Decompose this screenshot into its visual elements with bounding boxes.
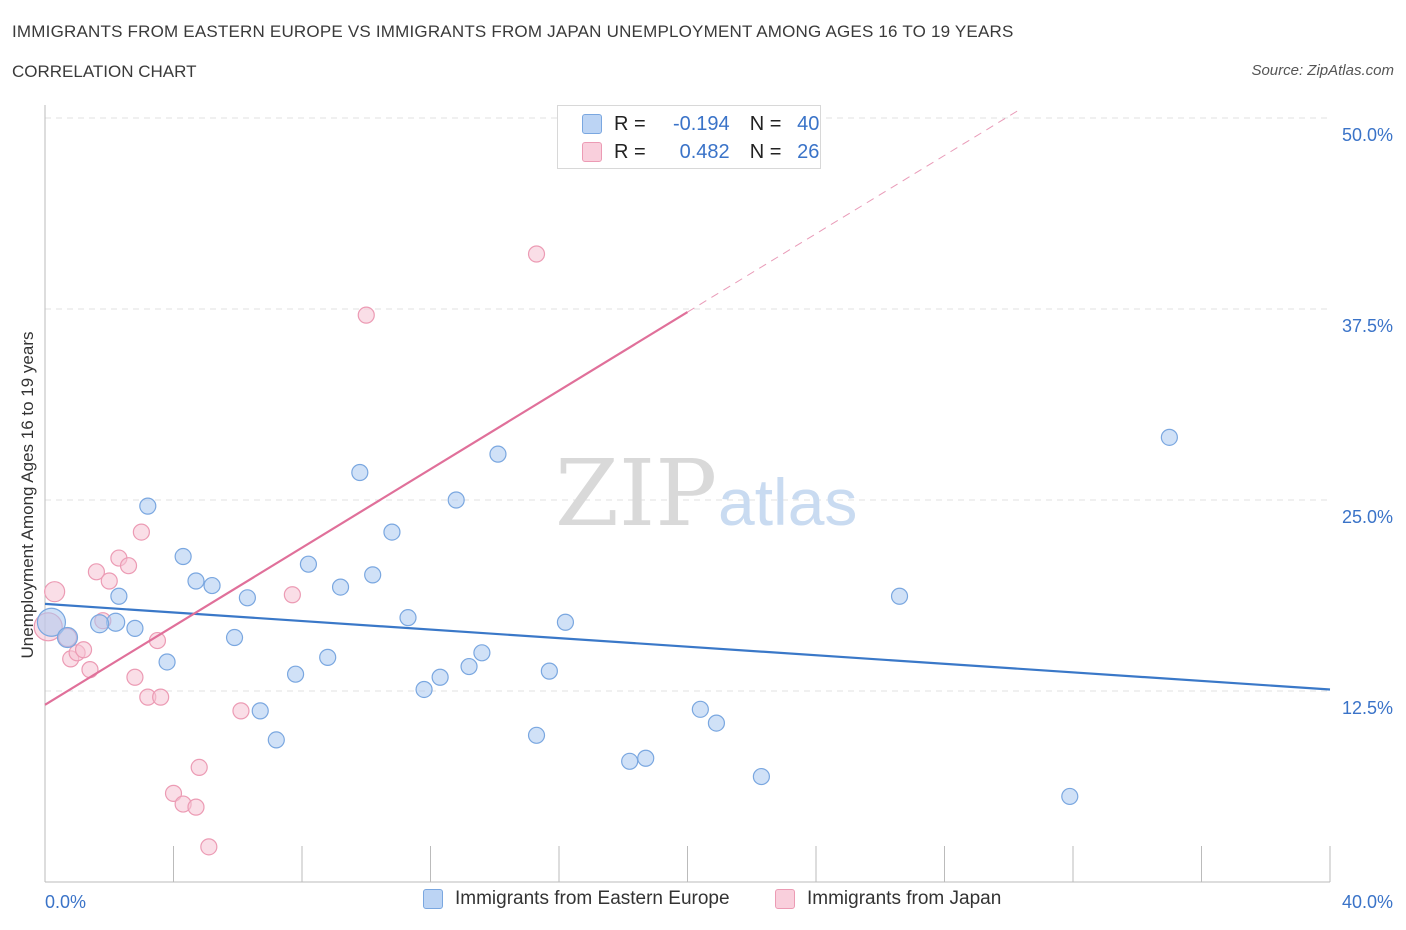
eastern-europe-point-26 [460,657,478,676]
eastern-europe-point-18 [331,578,350,596]
japan-point-12 [126,668,144,686]
x-tick-label-0: 0.0% [45,892,86,912]
japan-point-20 [190,758,208,777]
eastern-europe-point-33 [637,749,655,767]
eastern-europe-point-5 [126,619,144,637]
eastern-europe-point-0 [36,607,67,637]
y-tick-label-2: 37.5% [1342,316,1393,336]
legend-r-label: R = [614,112,646,135]
series-japan-points [33,245,546,856]
eastern-europe-point-27 [473,644,491,662]
japan-point-7 [87,563,106,581]
trend-line-eastern-europe [44,602,1331,691]
eastern-europe-point-25 [447,491,465,509]
japan-point-13 [132,523,150,541]
eastern-europe-point-6 [139,497,157,515]
legend-n-value: 26 [797,140,820,163]
eastern-europe-point-23 [415,680,433,699]
y-tick-label-1: 25.0% [1342,507,1393,527]
eastern-europe-point-8 [174,547,192,566]
legend-n-value: 40 [797,112,820,135]
legend-r-value: -0.194 [672,112,730,135]
eastern-europe-point-24 [431,668,449,686]
series-legend-eastern-europe: Immigrants from Eastern Europe [423,888,730,910]
chart-subtitle: CORRELATION CHART [12,62,197,81]
japan-point-23 [283,586,301,604]
japan-point-8 [100,572,118,590]
eastern-europe-point-28 [489,445,507,463]
eastern-europe-point-35 [707,714,726,732]
legend-r-label: R = [614,140,646,163]
eastern-europe-point-29 [527,726,546,744]
eastern-europe-point-21 [383,523,401,541]
eastern-europe-point-36 [752,767,770,786]
chart-title: IMMIGRANTS FROM EASTERN EUROPE VS IMMIGR… [12,22,1014,41]
eastern-europe-point-9 [187,572,205,590]
watermark-atlas: atlas [718,465,857,539]
eastern-europe-point-13 [251,702,269,720]
legend-row-japan: R = 0.482 N = 26 [582,139,819,165]
series-eastern-europe-points [36,428,1178,806]
gridlines [45,117,1330,692]
legend-n-label: N = [749,140,782,163]
eastern-europe-point-11 [225,628,244,647]
trend-line-japan [44,311,689,706]
eastern-europe-point-30 [540,662,558,680]
trend-line-japan-extension [687,109,1019,313]
correlation-legend: R = -0.194 N = 40 R = 0.482 N = 26 [557,105,821,169]
japan-point-25 [527,245,546,263]
japan-point-17 [164,784,183,802]
eastern-europe-point-37 [890,587,909,605]
eastern-europe-point-4 [110,587,128,605]
series-name-japan: Immigrants from Japan [807,888,1002,909]
eastern-europe-point-20 [364,566,382,584]
eastern-europe-point-2 [106,612,126,632]
eastern-europe-point-17 [319,648,337,666]
legend-swatch-eastern-europe [582,114,602,134]
legend-row-eastern-europe: R = -0.194 N = 40 [582,111,819,137]
series-swatch-japan [775,889,795,909]
japan-point-22 [232,702,250,720]
eastern-europe-point-14 [267,731,285,749]
japan-point-16 [152,688,170,706]
y-tick-label-3: 50.0% [1342,125,1393,145]
tick-labels: 12.5% 25.0% 37.5% 50.0% 0.0% 40.0% [45,125,1393,912]
eastern-europe-point-32 [621,752,639,770]
source-credit: Source: ZipAtlas.com [1251,62,1394,79]
series-name-eastern-europe: Immigrants from Eastern Europe [455,888,730,909]
eastern-europe-point-1 [56,626,79,649]
eastern-europe-point-7 [158,653,176,671]
eastern-europe-point-16 [299,555,318,573]
y-tick-label-0: 12.5% [1342,698,1393,718]
watermark-zip: ZIP [555,440,717,547]
eastern-europe-point-34 [691,700,709,718]
japan-point-21 [200,838,218,856]
legend-r-value: 0.482 [679,140,730,163]
series-swatch-eastern-europe [423,889,443,909]
japan-point-5 [74,641,93,659]
eastern-europe-point-38 [1061,787,1079,806]
japan-point-19 [187,798,205,816]
eastern-europe-point-10 [203,576,221,595]
japan-point-6 [81,661,99,679]
eastern-europe-point-39 [1160,428,1178,446]
eastern-europe-point-22 [399,609,417,627]
series-legend-japan: Immigrants from Japan [775,888,1001,910]
eastern-europe-point-3 [90,614,110,634]
eastern-europe-point-31 [556,613,575,631]
eastern-europe-point-19 [351,463,369,482]
y-axis-label: Unemployment Among Ages 16 to 19 years [18,331,37,659]
legend-n-label: N = [749,112,782,135]
axes [44,105,1331,883]
eastern-europe-point-12 [238,589,256,607]
x-tick-label-1: 40.0% [1342,892,1393,912]
legend-swatch-japan [582,142,602,162]
japan-point-1 [44,581,66,603]
japan-point-11 [119,557,138,575]
eastern-europe-point-15 [286,665,305,683]
trend-lines [44,109,1331,706]
japan-point-24 [357,306,375,324]
